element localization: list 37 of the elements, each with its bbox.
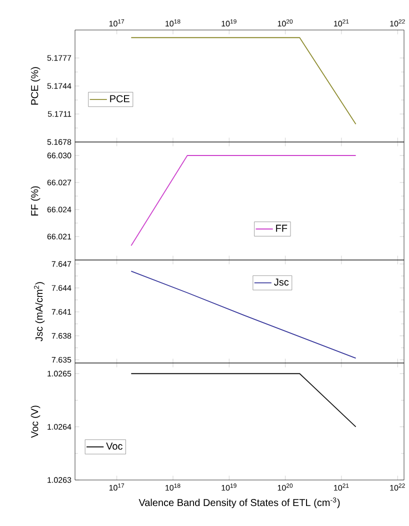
x-tick-label: 10$^{19}$	[222, 484, 236, 491]
x-tick-label: 10$^{17}$	[109, 19, 124, 26]
y-tick-label: 5.1678	[47, 139, 72, 145]
x-tick-label: 10$^{18}$	[166, 484, 180, 491]
y-tick-label: 7.647	[52, 261, 72, 267]
y-tick-label: 66.030	[47, 152, 72, 158]
y-tick-label: 66.021	[47, 234, 72, 240]
x-tick-label: 10$^{21}$	[334, 484, 349, 491]
x-tick-label: 10$^{18}$	[166, 19, 180, 26]
y-tick-label: 5.1777	[47, 55, 72, 61]
legend-label: Jsc	[274, 278, 289, 286]
y-tick-label: 7.641	[52, 309, 72, 315]
legend-label: Voc	[106, 442, 122, 450]
x-tick-label: 10$^{22}$	[390, 484, 405, 491]
y-tick-label: 1.0265	[48, 370, 72, 376]
x-tick-label: 10$^{22}$	[390, 19, 405, 26]
y-tick-label: 7.644	[52, 285, 72, 291]
x-axis-title: Valence Band Density of States of ETL (cm$^{-3}$)	[138, 498, 340, 508]
x-tick-label: 10$^{21}$	[334, 19, 349, 26]
legend-label: PCE	[110, 95, 130, 102]
y-tick-label: 66.027	[47, 180, 72, 186]
x-tick-label: 10$^{17}$	[109, 484, 124, 491]
x-tick-label: 10$^{20}$	[278, 19, 293, 26]
y-axis-title: Voc (V)	[30, 406, 40, 438]
x-tick-label: 10$^{19}$	[222, 19, 236, 26]
legend-label: FF	[276, 224, 288, 232]
y-tick-label: 1.0263	[48, 477, 72, 483]
x-tick-label: 10$^{20}$	[278, 484, 293, 491]
y-tick-label: 7.635	[52, 356, 72, 363]
y-axis-title: FF (%)	[30, 186, 40, 216]
y-tick-label: 1.0264	[48, 424, 72, 430]
y-axis-title: PCE (%)	[30, 67, 40, 105]
y-axis-title: Jsc (mA/cm$^{2}$)	[34, 282, 45, 342]
y-tick-label: 5.1744	[47, 83, 72, 89]
y-tick-label: 66.024	[47, 206, 72, 212]
y-tick-label: 5.1711	[48, 111, 72, 117]
y-tick-label: 7.638	[52, 333, 72, 339]
